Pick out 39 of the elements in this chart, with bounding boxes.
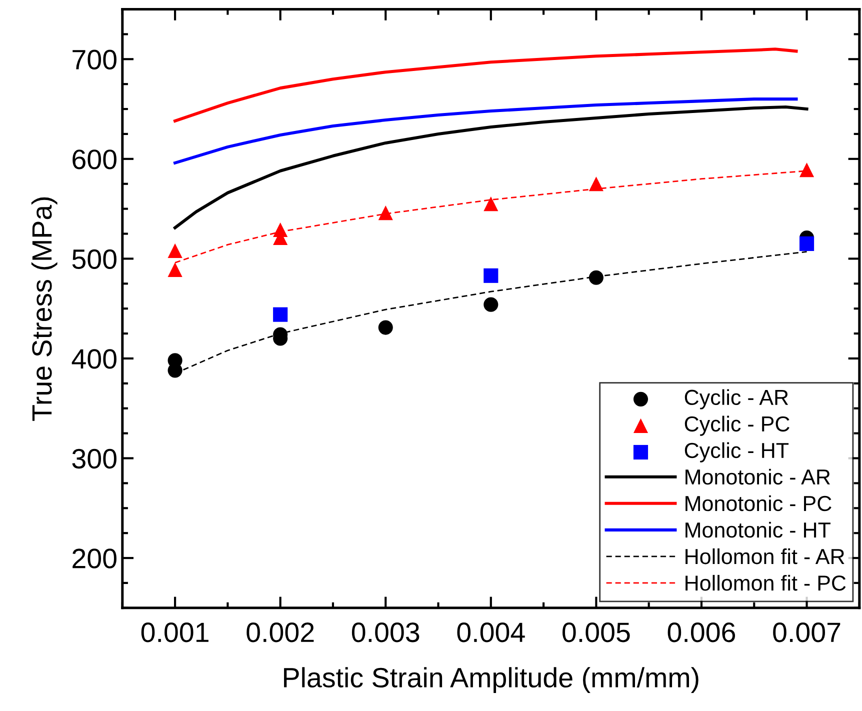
- point: [378, 206, 393, 220]
- y-axis-title: True Stress (MPa): [31, 197, 58, 421]
- legend-label: Cyclic - AR: [684, 389, 788, 410]
- x-tick-label: 0.004: [457, 622, 525, 642]
- y-tick-label: 400: [72, 349, 116, 369]
- point: [799, 236, 814, 252]
- legend-label: Hollomon fit - PC: [686, 574, 846, 591]
- x-tick-label: 0.002: [246, 622, 314, 642]
- x-tick-label: 0.007: [773, 622, 840, 642]
- x-tick-label: 0.001: [141, 622, 208, 642]
- y-tick-label: 200: [72, 548, 116, 568]
- legend-label: Hollomon fit - AR: [686, 548, 844, 564]
- line-series: [174, 105, 808, 230]
- point: [168, 262, 182, 277]
- point: [588, 176, 604, 192]
- point: [484, 196, 498, 212]
- point: [484, 268, 498, 283]
- legend-label: Monotonic - AR: [686, 468, 830, 485]
- legend-label: Monotonic - HT: [686, 522, 830, 538]
- x-tick-label: 0.003: [352, 622, 420, 642]
- point: [484, 297, 498, 312]
- line-series: [174, 48, 798, 123]
- x-tick-label: 0.006: [668, 622, 736, 642]
- legend-label: Cyclic - HT: [684, 442, 789, 462]
- legend-label: Monotonic - PC: [686, 495, 832, 512]
- point: [799, 162, 814, 178]
- y-tick-label: 700: [72, 50, 116, 70]
- point: [378, 320, 393, 335]
- x-axis-title: Plastic Strain Amplitude (mm/mm): [284, 667, 698, 694]
- x-tick-label: 0.005: [562, 622, 630, 642]
- point: [168, 243, 182, 258]
- y-tick-label: 500: [72, 249, 116, 270]
- point: [588, 270, 604, 285]
- point: [168, 363, 182, 378]
- y-tick-label: 600: [72, 150, 116, 170]
- legend-label: Cyclic - PC: [684, 416, 790, 436]
- point: [273, 307, 288, 322]
- y-tick-label: 300: [72, 448, 116, 469]
- line-series: [174, 98, 798, 164]
